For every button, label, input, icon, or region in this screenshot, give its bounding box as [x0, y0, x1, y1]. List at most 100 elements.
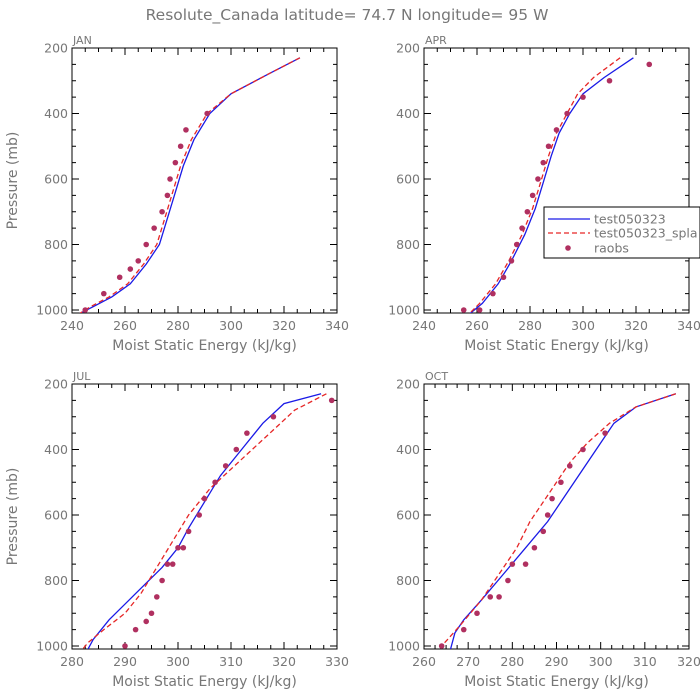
series-line-test050323	[469, 57, 634, 313]
y-tick-label: 400	[396, 442, 420, 457]
y-tick-label: 800	[44, 573, 68, 588]
series-line-test050323	[87, 393, 322, 649]
y-tick-label: 600	[396, 508, 420, 523]
raobs-point	[204, 110, 210, 117]
raobs-point	[177, 143, 184, 150]
panel-label: JUL	[72, 370, 91, 383]
x-tick-label: 320	[272, 654, 296, 669]
raobs-point	[196, 512, 202, 518]
panel-label: OCT	[425, 370, 448, 383]
x-tick-label: 300	[589, 654, 613, 669]
legend-swatch-point	[565, 245, 571, 251]
raobs-point	[167, 176, 173, 182]
panel-jul: JUL 280 290 300 310 320 330 200 400 600 800 1000 Moi…	[5, 370, 349, 690]
panel-label: JAN	[72, 34, 92, 47]
y-tick-label: 800	[396, 573, 420, 588]
y-tick-label: 600	[44, 172, 68, 187]
raobs-point	[183, 127, 189, 133]
series-line-test050323-spla	[441, 393, 677, 647]
raobs-point	[169, 561, 176, 567]
raobs-point	[148, 610, 155, 617]
raobs-point	[474, 610, 480, 617]
raobs-point	[522, 561, 529, 567]
raobs-point	[244, 430, 250, 436]
raobs-point	[544, 512, 551, 518]
raobs-point	[159, 577, 165, 584]
raobs-point	[438, 643, 445, 649]
x-tick-label: 320	[624, 318, 648, 333]
x-tick-label: 340	[677, 318, 700, 333]
legend-label: test050323	[594, 212, 666, 227]
raobs-point	[101, 290, 107, 297]
raobs-point	[175, 544, 181, 551]
x-tick-label: 280	[500, 654, 524, 669]
plot-frame	[423, 383, 690, 650]
panel-label: APR	[425, 34, 447, 47]
series-line-test050323	[79, 57, 301, 313]
legend-label: raobs	[594, 241, 629, 256]
raobs-point	[524, 208, 531, 215]
x-tick-label: 300	[219, 318, 243, 333]
figure-title: Resolute_Canada latitude= 74.7 N longitu…	[146, 6, 549, 25]
raobs-point	[540, 159, 547, 166]
x-axis-label: Moist Static Energy (kJ/kg)	[112, 674, 297, 690]
raobs-point	[553, 127, 560, 133]
raobs-point	[487, 594, 494, 600]
y-axis-label: Pressure (mb)	[5, 468, 21, 566]
raobs-point	[116, 274, 123, 281]
x-tick-label: 300	[166, 654, 190, 669]
y-tick-label: 800	[44, 237, 68, 252]
y-tick-label: 1000	[36, 303, 68, 318]
y-tick-label: 1000	[36, 639, 68, 654]
raobs-point	[558, 479, 564, 486]
x-tick-label: 240	[412, 318, 436, 333]
raobs-point	[646, 61, 653, 68]
y-tick-label: 1000	[388, 303, 420, 318]
raobs-point	[460, 307, 467, 313]
plot-frame	[423, 47, 690, 314]
x-tick-label: 280	[60, 654, 84, 669]
raobs-point	[535, 176, 541, 182]
x-tick-label: 270	[456, 654, 480, 669]
raobs-point	[476, 307, 483, 313]
raobs-point	[580, 446, 586, 453]
y-tick-label: 200	[396, 41, 420, 56]
raobs-point	[549, 495, 555, 502]
raobs-point	[185, 528, 192, 535]
panel-jan: JAN 240 260 280 300 320 340 200 400 600 800 1000 Moi…	[5, 34, 349, 354]
raobs-point	[508, 258, 515, 264]
plot-frame	[71, 47, 338, 314]
x-axis-label: Moist Static Energy (kJ/kg)	[112, 338, 297, 354]
raobs-point	[328, 397, 335, 404]
raobs-point	[151, 225, 157, 231]
x-tick-label: 260	[465, 318, 489, 333]
raobs-point	[270, 413, 277, 420]
y-tick-label: 800	[396, 237, 420, 252]
x-tick-label: 340	[325, 318, 349, 333]
raobs-point	[500, 274, 507, 281]
raobs-point	[143, 618, 149, 625]
y-axis-label: Pressure (mb)	[5, 132, 21, 230]
raobs-point	[509, 561, 516, 567]
raobs-point	[143, 241, 149, 248]
x-tick-label: 280	[518, 318, 542, 333]
panel-oct: OCT 260 270 280 290 300 310 320 200 400 600 800 1000…	[388, 370, 700, 690]
raobs-point	[127, 266, 134, 272]
raobs-point	[135, 258, 142, 264]
raobs-point	[602, 430, 608, 436]
x-tick-label: 300	[571, 318, 595, 333]
raobs-point	[201, 495, 208, 502]
raobs-point	[564, 110, 570, 117]
series-line-test050323-spla	[82, 393, 327, 649]
raobs-point	[172, 159, 179, 166]
x-tick-label: 260	[412, 654, 436, 669]
raobs-point	[164, 561, 171, 567]
plot-frame	[71, 383, 338, 650]
x-tick-label: 310	[633, 654, 657, 669]
series-line-test050323-spla	[469, 57, 621, 313]
series-line-test050323-spla	[79, 57, 301, 313]
y-tick-label: 200	[44, 41, 68, 56]
raobs-point	[531, 544, 538, 551]
